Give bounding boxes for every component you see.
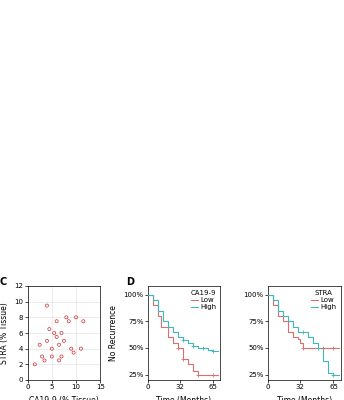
Legend: Low, High: Low, High [190, 290, 217, 311]
Point [68, 346, 74, 352]
Point [331, 345, 336, 351]
Point [59, 330, 64, 336]
Point [175, 345, 181, 351]
Point [54, 318, 60, 324]
Legend: Low, High: Low, High [311, 290, 337, 311]
Point [32, 361, 37, 368]
Point [78, 346, 84, 352]
Point [56, 357, 62, 364]
Point [46, 326, 52, 332]
Point [300, 345, 306, 351]
Point [195, 372, 201, 378]
Point [52, 330, 57, 336]
Point [54, 334, 60, 340]
Point [49, 353, 55, 360]
Point [61, 338, 67, 344]
Point [44, 338, 50, 344]
Text: D: D [126, 277, 134, 286]
Y-axis label: No Recurrence: No Recurrence [109, 305, 118, 361]
Point [331, 372, 336, 378]
Point [201, 345, 206, 351]
Point [180, 356, 186, 362]
Point [56, 342, 62, 348]
Point [66, 318, 72, 324]
Point [44, 302, 50, 309]
Point [49, 346, 55, 352]
Point [211, 372, 216, 378]
Point [73, 314, 79, 320]
Point [300, 329, 306, 335]
Point [211, 348, 216, 354]
Point [315, 345, 321, 351]
Point [321, 345, 326, 351]
Point [39, 353, 45, 360]
Point [71, 349, 76, 356]
X-axis label: Time (Months): Time (Months) [157, 396, 212, 400]
Point [190, 343, 196, 349]
Point [59, 353, 64, 360]
X-axis label: Time (Months): Time (Months) [277, 396, 332, 400]
Point [42, 357, 47, 364]
Y-axis label: STRA (% Tissue): STRA (% Tissue) [0, 302, 9, 364]
Point [37, 342, 42, 348]
Point [64, 314, 69, 320]
Text: C: C [0, 277, 7, 286]
X-axis label: CA19-9 (% Tissue): CA19-9 (% Tissue) [29, 396, 99, 400]
Point [180, 337, 186, 344]
Point [80, 318, 86, 324]
